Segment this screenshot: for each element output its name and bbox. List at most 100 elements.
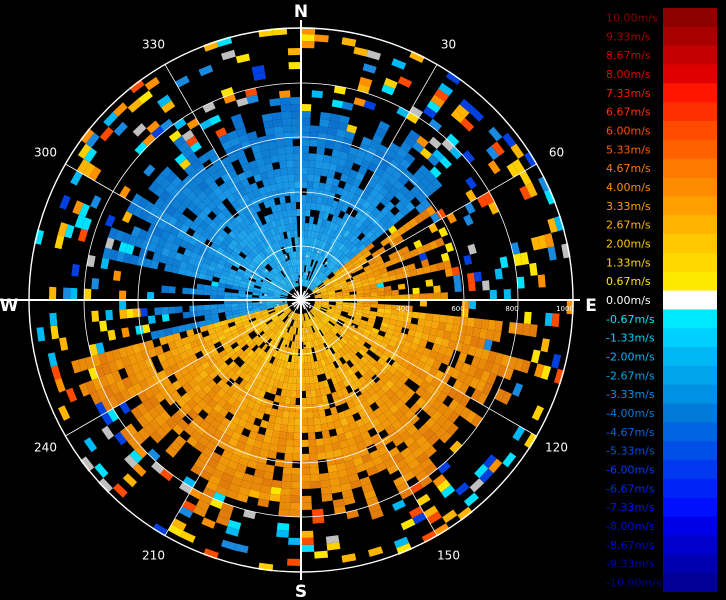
velocity-bin xyxy=(182,500,197,513)
velocity-bin xyxy=(454,360,465,372)
legend-label: -6.00m/s xyxy=(606,464,655,477)
velocity-bin xyxy=(187,257,197,266)
velocity-bin xyxy=(436,479,451,493)
velocity-bin xyxy=(342,378,350,388)
velocity-bin xyxy=(154,307,162,316)
velocity-bin xyxy=(281,269,287,277)
velocity-bin xyxy=(282,181,290,190)
velocity-bin xyxy=(339,235,347,244)
velocity-bin xyxy=(380,271,389,279)
velocity-bin xyxy=(281,239,287,247)
velocity-bin xyxy=(318,263,324,271)
velocity-bin xyxy=(147,315,156,325)
velocity-bin xyxy=(276,146,286,155)
velocity-bin xyxy=(316,338,321,346)
velocity-bin xyxy=(98,375,110,389)
velocity-bin xyxy=(101,362,112,376)
velocity-bin xyxy=(277,272,284,280)
velocity-bin xyxy=(357,359,366,368)
velocity-bin xyxy=(166,233,177,244)
velocity-bin xyxy=(263,120,274,129)
velocity-bin xyxy=(266,237,273,246)
velocity-bin xyxy=(315,203,322,211)
velocity-bin xyxy=(443,330,452,340)
velocity-bin xyxy=(126,308,134,319)
velocity-bin xyxy=(309,125,320,133)
velocity-bin xyxy=(196,337,206,346)
velocity-bin xyxy=(459,406,472,420)
velocity-bin xyxy=(288,181,296,189)
velocity-bin xyxy=(395,272,404,280)
velocity-bin xyxy=(218,407,229,418)
velocity-bin xyxy=(367,258,376,265)
velocity-bin xyxy=(198,342,208,351)
velocity-bin xyxy=(281,174,289,183)
velocity-bin xyxy=(261,478,273,487)
velocity-bin xyxy=(294,418,301,426)
velocity-bin xyxy=(314,294,322,298)
velocity-bin xyxy=(514,358,525,372)
velocity-bin xyxy=(453,402,466,416)
velocity-bin xyxy=(520,359,531,374)
clutter-pixel xyxy=(260,279,263,282)
velocity-bin xyxy=(281,261,287,269)
velocity-bin xyxy=(278,508,290,517)
velocity-bin xyxy=(116,251,126,263)
velocity-bin xyxy=(400,196,411,207)
velocity-bin xyxy=(247,399,256,409)
velocity-bin xyxy=(59,194,71,210)
velocity-bin xyxy=(366,222,376,231)
velocity-bin xyxy=(326,310,334,315)
velocity-bin xyxy=(221,140,233,151)
velocity-bin xyxy=(179,261,188,270)
velocity-bin xyxy=(358,376,368,385)
velocity-bin xyxy=(166,205,177,217)
velocity-bin xyxy=(317,189,325,198)
velocity-bin xyxy=(306,334,310,342)
clutter-pixel xyxy=(329,306,332,309)
velocity-bin xyxy=(419,380,431,391)
velocity-bin xyxy=(525,182,538,198)
velocity-bin xyxy=(355,418,365,428)
velocity-bin xyxy=(418,423,430,436)
velocity-bin xyxy=(267,308,275,313)
velocity-bin xyxy=(197,389,207,399)
velocity-bin xyxy=(456,371,468,383)
velocity-bin xyxy=(221,238,231,247)
velocity-bin xyxy=(294,313,298,321)
legend-label: 2.00m/s xyxy=(606,237,651,250)
velocity-bin xyxy=(221,207,231,217)
velocity-bin xyxy=(385,148,397,160)
velocity-bin xyxy=(465,326,474,337)
velocity-bin xyxy=(212,196,222,207)
velocity-bin xyxy=(334,309,342,313)
velocity-bin xyxy=(427,511,443,525)
velocity-bin xyxy=(237,325,245,332)
velocity-bin xyxy=(451,266,460,276)
velocity-bin xyxy=(140,308,148,317)
velocity-bin xyxy=(176,181,188,193)
velocity-bin xyxy=(363,152,375,163)
velocity-bin xyxy=(222,265,231,273)
velocity-bin xyxy=(194,332,203,341)
velocity-bin xyxy=(212,353,222,362)
velocity-bin xyxy=(246,282,255,288)
velocity-bin xyxy=(246,328,254,335)
velocity-bin xyxy=(302,334,306,342)
velocity-bin xyxy=(315,279,321,286)
velocity-bin xyxy=(331,391,339,400)
velocity-bin xyxy=(324,314,332,320)
legend-swatch xyxy=(663,177,717,197)
velocity-bin xyxy=(274,288,282,293)
velocity-bin xyxy=(259,419,269,429)
velocity-bin xyxy=(186,329,195,337)
radar-origin-mark xyxy=(300,290,306,301)
velocity-bin xyxy=(346,215,355,224)
velocity-bin xyxy=(157,352,167,363)
velocity-bin xyxy=(226,222,236,231)
velocity-bin xyxy=(163,350,174,360)
velocity-bin xyxy=(425,182,437,195)
velocity-bin xyxy=(191,271,200,279)
velocity-bin xyxy=(353,331,362,339)
velocity-bin xyxy=(426,100,441,114)
